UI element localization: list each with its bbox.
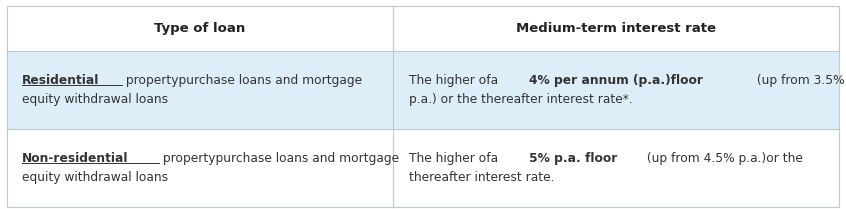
- Bar: [7, 6, 839, 51]
- Text: thereafter interest rate.: thereafter interest rate.: [409, 171, 554, 184]
- Text: propertypurchase loans and mortgage: propertypurchase loans and mortgage: [122, 74, 362, 87]
- Text: equity withdrawal loans: equity withdrawal loans: [22, 171, 168, 184]
- Text: (up from 4.5% p.a.)or the: (up from 4.5% p.a.)or the: [643, 152, 803, 165]
- Text: The higher ofa: The higher ofa: [409, 74, 502, 87]
- Text: Type of loan: Type of loan: [155, 22, 245, 35]
- Text: Residential: Residential: [22, 74, 99, 87]
- Text: propertypurchase loans and mortgage: propertypurchase loans and mortgage: [159, 152, 399, 165]
- Text: Medium-term interest rate: Medium-term interest rate: [516, 22, 717, 35]
- Bar: [7, 51, 839, 129]
- Text: 4% per annum (p.a.)floor: 4% per annum (p.a.)floor: [529, 74, 703, 87]
- Bar: [7, 129, 839, 207]
- Text: The higher ofa: The higher ofa: [409, 152, 502, 165]
- Text: (up from 3.5%: (up from 3.5%: [753, 74, 845, 87]
- Text: p.a.) or the thereafter interest rate*.: p.a.) or the thereafter interest rate*.: [409, 93, 632, 106]
- Text: equity withdrawal loans: equity withdrawal loans: [22, 93, 168, 106]
- Text: 5% p.a. floor: 5% p.a. floor: [529, 152, 617, 165]
- Text: Non-residential: Non-residential: [22, 152, 129, 165]
